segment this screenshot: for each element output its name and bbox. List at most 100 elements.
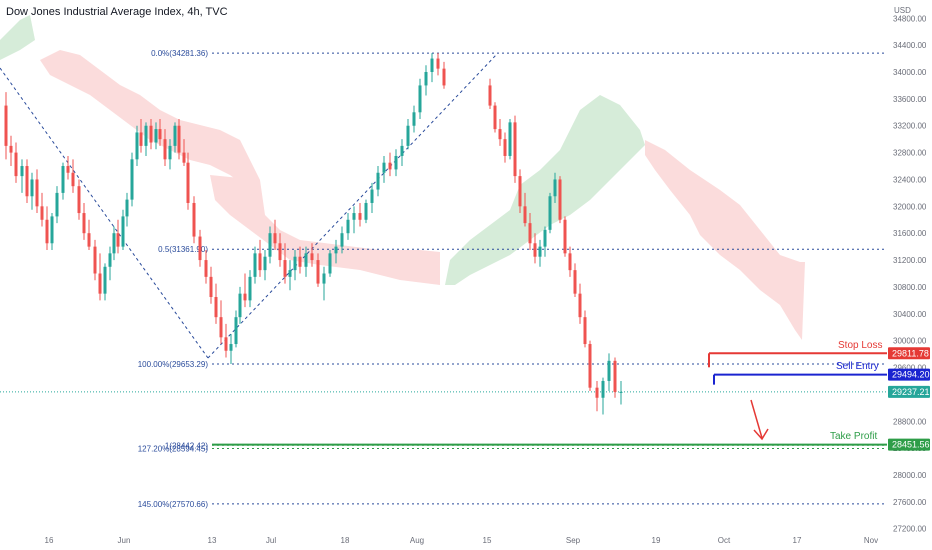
candle-body bbox=[548, 196, 552, 230]
candle-body bbox=[394, 155, 398, 170]
candle-body bbox=[346, 219, 350, 234]
candle-body bbox=[154, 129, 158, 143]
candle-body bbox=[35, 179, 39, 207]
candlestick-series bbox=[4, 53, 623, 415]
candle-body bbox=[135, 132, 139, 160]
candle-body bbox=[418, 85, 422, 113]
x-tick-label: Oct bbox=[718, 536, 731, 545]
x-tick-label: Sep bbox=[566, 536, 581, 545]
candle-body bbox=[71, 172, 75, 187]
candle-body bbox=[82, 213, 86, 234]
y-tick-label: 30800.00 bbox=[893, 283, 927, 292]
time-axis[interactable]: 16 Jun 13 Jul 18 Aug 15 Sep 19 Oct 17 Nov bbox=[45, 536, 879, 545]
currency-label: USD bbox=[894, 6, 911, 15]
candle-body bbox=[177, 125, 181, 153]
candle-body bbox=[328, 253, 332, 274]
candle-body bbox=[488, 85, 492, 106]
candle-body bbox=[243, 293, 247, 301]
candle-body bbox=[573, 270, 577, 294]
fib-label: 127.20%(28594.45) bbox=[138, 445, 209, 454]
candle-body bbox=[198, 236, 202, 261]
candle-body bbox=[430, 58, 434, 72]
candle-body bbox=[253, 253, 257, 277]
target-arrow-shaft bbox=[750, 399, 763, 439]
candle-body bbox=[144, 125, 148, 146]
y-tick-label: 31200.00 bbox=[893, 256, 927, 265]
candle-body bbox=[283, 260, 287, 277]
price-tag-last bbox=[888, 385, 930, 398]
candle-body bbox=[316, 260, 320, 284]
x-tick-label: 15 bbox=[483, 536, 492, 545]
y-tick-label: 30400.00 bbox=[893, 310, 927, 319]
y-tick-label: 27200.00 bbox=[893, 525, 927, 534]
candle-body bbox=[533, 243, 537, 257]
candle-body bbox=[388, 162, 392, 170]
candle-body bbox=[442, 68, 446, 86]
candle-body bbox=[55, 192, 59, 217]
candle-body bbox=[87, 233, 91, 247]
candle-body bbox=[4, 105, 8, 146]
cloud-segment-bear bbox=[210, 175, 440, 285]
y-tick-label: 34400.00 bbox=[893, 41, 927, 50]
chart-title: Dow Jones Industrial Average Index, 4h, … bbox=[6, 6, 228, 18]
candle-body bbox=[182, 152, 186, 163]
candle-body bbox=[288, 270, 292, 277]
cloud-segment-bear bbox=[40, 50, 260, 190]
candle-body bbox=[9, 145, 13, 153]
y-tick-label: 28800.00 bbox=[893, 417, 927, 426]
candle-body bbox=[40, 206, 44, 220]
candle-body bbox=[400, 145, 404, 156]
candle-body bbox=[121, 216, 125, 247]
candle-body bbox=[498, 129, 502, 140]
y-tick-label: 34800.00 bbox=[893, 14, 927, 23]
candle-body bbox=[98, 273, 102, 294]
candle-body bbox=[553, 179, 557, 197]
candle-body bbox=[436, 58, 440, 69]
y-tick-label: 29600.00 bbox=[893, 364, 927, 373]
y-tick-label: 34000.00 bbox=[893, 68, 927, 77]
candle-body bbox=[30, 179, 34, 197]
cloud-segment-bull bbox=[445, 95, 645, 285]
candle-body bbox=[613, 360, 617, 392]
candle-body bbox=[103, 266, 107, 294]
fib-label: 145.00%(27570.66) bbox=[138, 500, 209, 509]
candle-body bbox=[310, 253, 314, 261]
candle-body bbox=[563, 219, 567, 254]
fib-label: 0.5(31361.90) bbox=[158, 245, 208, 254]
candle-body bbox=[45, 219, 49, 244]
candle-body bbox=[538, 246, 542, 257]
candle-body bbox=[108, 253, 112, 267]
candle-body bbox=[412, 112, 416, 126]
y-tick-label: 33600.00 bbox=[893, 95, 927, 104]
price-axis[interactable]: 27200.0027600.0028000.0028400.0028800.00… bbox=[893, 14, 927, 533]
candle-body bbox=[112, 233, 116, 254]
candle-body bbox=[204, 260, 208, 277]
candle-body bbox=[77, 186, 81, 214]
trade-setup[interactable] bbox=[212, 352, 887, 446]
candle-body bbox=[149, 125, 153, 143]
candle-body bbox=[93, 246, 97, 274]
candle-body bbox=[364, 202, 368, 220]
x-tick-label: 13 bbox=[208, 536, 217, 545]
x-tick-label: Nov bbox=[864, 536, 878, 545]
y-tick-label: 33200.00 bbox=[893, 122, 927, 131]
candle-body bbox=[352, 213, 356, 220]
fib-label: 1(28442.42) bbox=[165, 441, 208, 450]
candle-body bbox=[583, 317, 587, 345]
take-profit-label: Take Profit bbox=[830, 431, 877, 442]
x-tick-label: 16 bbox=[45, 536, 54, 545]
candle-body bbox=[186, 162, 190, 203]
candle-body bbox=[116, 233, 120, 247]
price-tag-label: 29811.78 bbox=[892, 348, 929, 358]
candle-body bbox=[340, 233, 344, 247]
candle-body bbox=[523, 206, 527, 224]
x-tick-label: Aug bbox=[410, 536, 424, 545]
candle-body bbox=[513, 122, 517, 177]
candle-body bbox=[50, 216, 54, 244]
candle-body bbox=[518, 176, 522, 207]
candle-body bbox=[192, 202, 196, 237]
candle-body bbox=[214, 297, 218, 318]
candle-body bbox=[293, 256, 297, 271]
candle-body bbox=[163, 139, 167, 160]
